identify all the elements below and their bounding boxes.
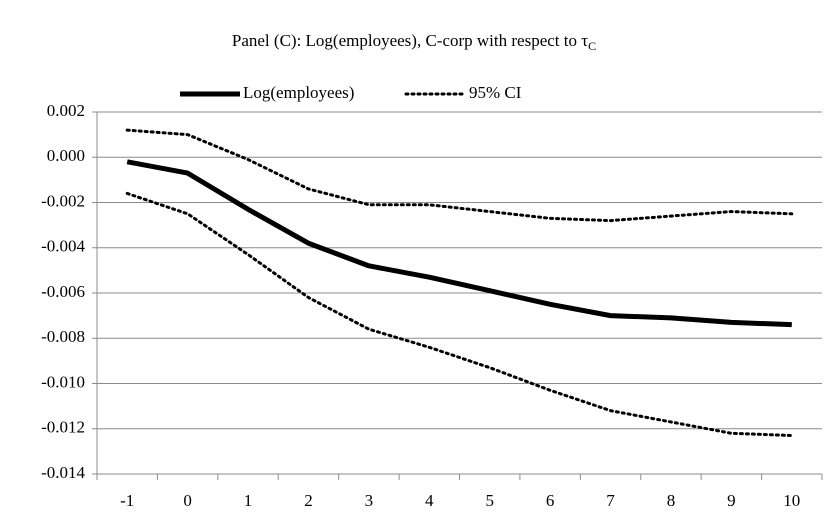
y-tick-label: -0.010 (41, 372, 85, 391)
title-subscript: C (588, 39, 596, 53)
series-line (125, 128, 794, 223)
legend-label: 95% CI (469, 83, 522, 102)
y-tick-label: -0.012 (41, 418, 85, 437)
x-tick-label: 9 (727, 491, 736, 510)
y-tick-label: 0.002 (47, 101, 85, 120)
x-tick-label: 8 (667, 491, 676, 510)
y-tick-label: -0.014 (41, 463, 85, 482)
y-tick-label: 0.000 (47, 146, 85, 165)
y-tick-label: -0.006 (41, 282, 85, 301)
y-tick-label: -0.008 (41, 327, 85, 346)
title-main: Panel (C): Log(employees), C-corp with r… (232, 31, 588, 50)
x-tick-label: 0 (183, 491, 192, 510)
y-tick-label: -0.004 (41, 237, 85, 256)
x-tick-label: 7 (606, 491, 615, 510)
chart-title: Panel (C): Log(employees), C-corp with r… (232, 31, 596, 53)
x-tick-label: 5 (485, 491, 494, 510)
x-tick-label: 4 (425, 491, 434, 510)
x-tick-label: 3 (365, 491, 374, 510)
x-tick-label: -1 (120, 491, 134, 510)
y-tick-label: -0.002 (41, 191, 85, 210)
series-line (125, 191, 794, 438)
x-tick-label: 1 (244, 491, 253, 510)
x-tick-label: 10 (783, 491, 800, 510)
x-tick-label: 6 (546, 491, 555, 510)
series-line (126, 159, 792, 328)
legend-label: Log(employees) (243, 83, 354, 102)
x-tick-label: 2 (304, 491, 313, 510)
